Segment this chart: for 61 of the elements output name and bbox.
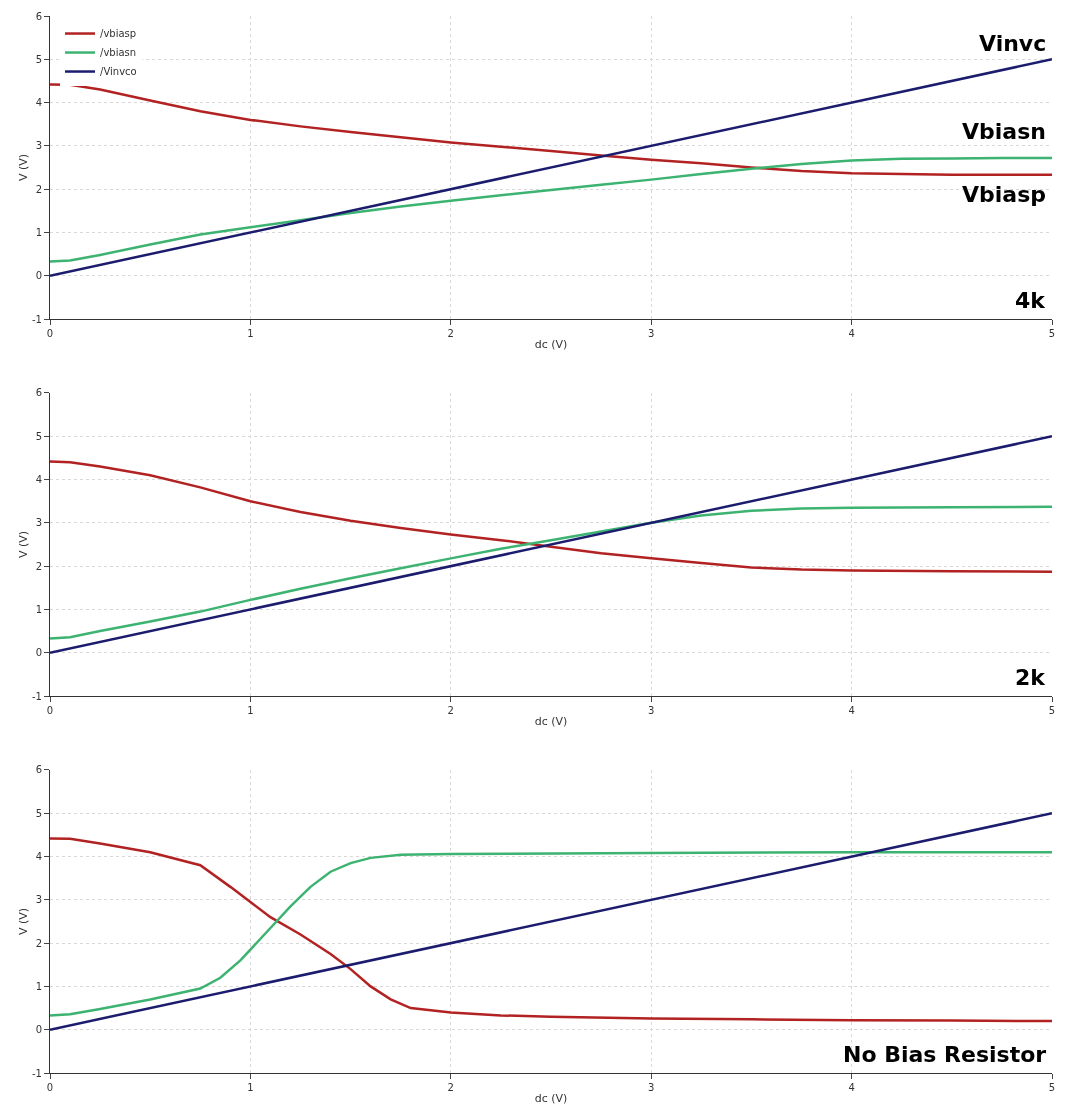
- line-series: [50, 83, 1052, 177]
- legend-label: /Vinvco: [100, 66, 137, 78]
- x-tick-label: 4: [848, 705, 855, 716]
- x-tick-label: 3: [648, 1082, 655, 1093]
- x-tick-label: 2: [447, 1082, 454, 1093]
- x-tick-label: 5: [1048, 328, 1056, 340]
- annotation: Vbiasp: [962, 182, 1047, 207]
- x-axis-title: dc (V): [534, 338, 568, 352]
- x-axis-title: dc (V): [534, 715, 568, 729]
- x-tick-label: 2: [447, 328, 454, 340]
- x-tick-label: 0: [46, 328, 54, 340]
- x-axis-title: dc (V): [534, 1092, 568, 1106]
- y-axis-title: V (V): [16, 530, 30, 559]
- y-tick-label: 4: [35, 97, 42, 109]
- x-tick-label: 1: [247, 328, 254, 340]
- x-tick-label: 5: [1048, 1082, 1056, 1093]
- legend-label: /vbiasp: [100, 28, 137, 40]
- y-tick-label: 5: [35, 807, 42, 819]
- y-tick-label: 1: [35, 603, 42, 615]
- legend-label: /vbiasn: [100, 47, 137, 59]
- y-tick-label: -1: [32, 313, 42, 325]
- y-tick-label: 3: [35, 894, 42, 906]
- annotation: Vbiasn: [962, 119, 1046, 144]
- annotation: No Bias Resistor: [843, 1042, 1047, 1067]
- y-tick-label: 2: [35, 560, 42, 572]
- y-tick-label: 6: [35, 387, 42, 399]
- x-tick-label: 3: [648, 328, 655, 340]
- x-tick-label: 4: [848, 1082, 855, 1093]
- y-tick-label: -1: [32, 1067, 42, 1079]
- line-series: [50, 460, 1052, 574]
- annotation: 2k: [1015, 665, 1047, 690]
- y-tick-label: 2: [35, 937, 42, 949]
- x-tick-label: 0: [46, 1082, 54, 1093]
- line-series: [50, 505, 1052, 640]
- annotation: Vinvc: [979, 31, 1047, 56]
- x-tick-label: 1: [247, 705, 254, 716]
- line-series: [50, 156, 1052, 263]
- y-tick-label: 3: [35, 140, 42, 152]
- y-tick-label: 1: [35, 226, 42, 238]
- y-tick-label: 0: [35, 647, 42, 659]
- y-tick-label: 0: [35, 270, 42, 282]
- x-tick-label: 4: [848, 328, 855, 340]
- y-tick-label: 4: [35, 851, 42, 863]
- y-tick-label: 1: [35, 980, 42, 992]
- y-tick-label: 2: [35, 183, 42, 195]
- y-tick-label: 5: [35, 430, 42, 442]
- x-tick-label: 3: [648, 705, 655, 716]
- y-tick-label: 5: [35, 53, 42, 65]
- x-tick-label: 0: [46, 705, 54, 716]
- y-tick-label: 3: [35, 517, 42, 529]
- y-tick-label: 6: [35, 764, 42, 776]
- y-tick-label: -1: [32, 690, 42, 702]
- x-tick-label: 5: [1048, 705, 1056, 716]
- y-axis-title: V (V): [16, 907, 30, 936]
- y-tick-label: 0: [35, 1024, 42, 1036]
- x-tick-label: 2: [447, 705, 454, 716]
- annotation: 4k: [1015, 288, 1047, 313]
- x-tick-label: 1: [247, 1082, 254, 1093]
- y-tick-label: 4: [35, 474, 42, 486]
- y-axis-title: V (V): [16, 153, 30, 182]
- y-tick-label: 6: [35, 10, 42, 22]
